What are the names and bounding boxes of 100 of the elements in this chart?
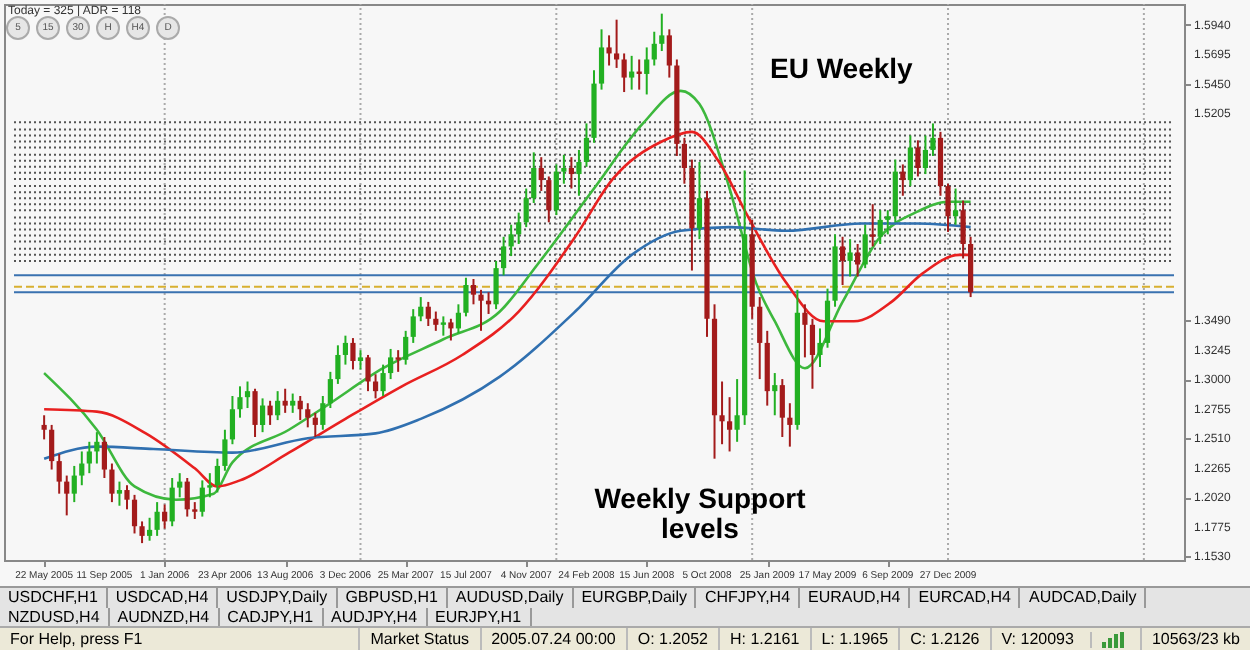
candlestick — [116, 480, 123, 507]
candlestick — [772, 372, 778, 417]
candlestick — [64, 474, 70, 517]
candlestick — [779, 378, 785, 438]
text: USDCHF,H1 — [0, 588, 108, 607]
text: O: 1.2052 — [625, 628, 718, 650]
candlestick — [561, 153, 567, 185]
candlestick — [470, 277, 477, 306]
candlestick — [433, 310, 439, 332]
text: 10563/23 kb — [1139, 628, 1250, 650]
candlestick — [839, 235, 846, 287]
candlestick — [357, 349, 364, 371]
candlestick — [146, 516, 153, 542]
candlestick — [516, 211, 522, 246]
text: AUDCAD,Daily — [1020, 588, 1147, 607]
text: 2005.07.24 00:00 — [479, 628, 626, 650]
candlestick — [945, 182, 951, 233]
candlestick — [154, 501, 160, 537]
candlestick — [568, 156, 574, 190]
candlestick — [282, 387, 288, 414]
candlestick — [501, 235, 507, 277]
annotation: Weekly Support levels — [592, 482, 808, 544]
candlestick — [523, 187, 529, 229]
candlestick — [327, 370, 333, 410]
candlestick — [71, 464, 77, 504]
candlestick — [681, 136, 687, 185]
candlestick — [372, 373, 379, 400]
candlestick — [184, 476, 190, 518]
text: NZDUSD,H4 — [0, 607, 110, 626]
candlestick — [305, 402, 311, 429]
candlestick — [900, 163, 906, 197]
candlestick — [553, 163, 559, 217]
candlestick — [659, 12, 665, 53]
candlestick — [877, 209, 883, 246]
candlestick — [621, 52, 627, 94]
candlestick — [546, 175, 552, 224]
candlestick — [651, 30, 657, 67]
candlestick — [870, 203, 876, 248]
text: H: 1.2161 — [717, 628, 810, 650]
candlestick — [455, 303, 462, 335]
candlestick — [403, 329, 409, 366]
text: V: 120093 — [989, 628, 1084, 650]
candlestick — [598, 28, 605, 91]
text: USDJPY,Daily — [218, 588, 338, 607]
candlestick — [214, 457, 220, 494]
candlestick — [252, 387, 258, 438]
text: EURCAD,H4 — [910, 588, 1021, 607]
text: EURJPY,H1 — [427, 607, 532, 626]
candlestick — [244, 380, 251, 410]
candlestick — [493, 259, 499, 311]
candlestick — [365, 353, 371, 393]
candlestick — [79, 450, 85, 487]
candlestick — [207, 472, 213, 499]
candlestick — [696, 161, 703, 241]
candlestick — [41, 414, 47, 441]
candlestick — [757, 296, 763, 381]
text: AUDJPY,H4 — [323, 607, 428, 626]
text: EURGBP,Daily — [573, 588, 697, 607]
candlestick — [734, 378, 740, 443]
candlestick — [448, 317, 454, 342]
candlestick — [531, 151, 537, 204]
candlestick — [297, 394, 303, 422]
candlestick — [440, 315, 446, 337]
candlestick — [817, 327, 823, 369]
candlestick — [320, 394, 326, 431]
candlestick — [124, 484, 130, 511]
candlestick — [922, 134, 929, 176]
candlestick — [335, 344, 341, 385]
candlestick — [666, 28, 672, 79]
candlestick — [162, 503, 168, 530]
text: L: 1.1965 — [809, 628, 899, 650]
candlestick — [847, 238, 853, 278]
candlestick — [342, 334, 349, 366]
candlestick — [463, 276, 469, 318]
candlestick — [508, 223, 514, 258]
candlestick — [606, 34, 612, 67]
candlestick — [259, 397, 266, 434]
text: C: 1.2126 — [898, 628, 990, 650]
text: EU Weekly — [770, 52, 913, 84]
candlestick — [395, 349, 401, 373]
candlestick — [131, 493, 138, 535]
candlestick — [787, 402, 793, 448]
text: USDCAD,H4 — [107, 588, 219, 607]
text: CADJPY,H1 — [219, 607, 324, 626]
candlestick — [478, 288, 484, 332]
candlestick — [862, 223, 868, 270]
candlestick — [629, 54, 635, 91]
candlestick — [425, 300, 431, 328]
candlestick — [885, 209, 891, 236]
candlestick — [892, 158, 898, 224]
text: CHFJPY,H4 — [696, 588, 801, 607]
text: Market Status — [358, 628, 480, 650]
candlestick — [290, 392, 296, 414]
candlestick — [177, 472, 183, 499]
candlestick — [960, 199, 966, 260]
candlestick — [86, 440, 92, 475]
candlestick — [855, 243, 861, 278]
candlestick — [952, 187, 959, 226]
candlestick — [49, 423, 55, 471]
candlestick — [418, 296, 424, 323]
